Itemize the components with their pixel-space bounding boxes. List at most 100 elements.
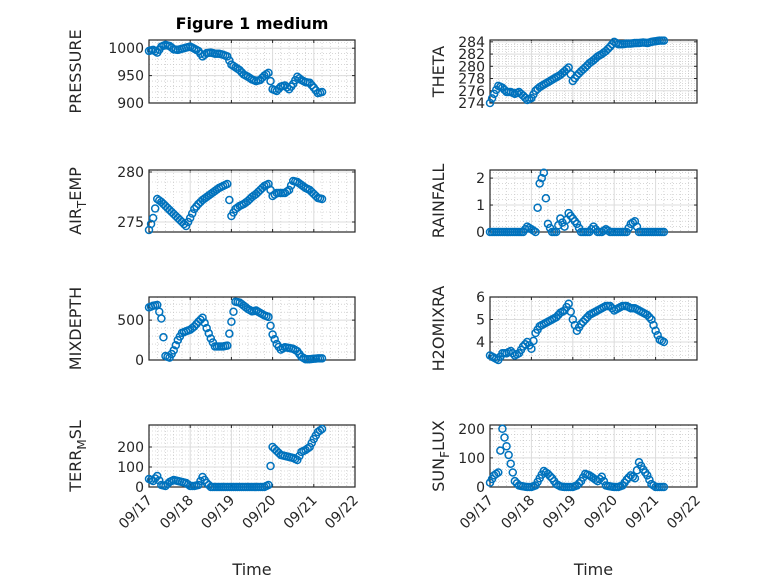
data-point xyxy=(179,219,189,229)
subplot-air-temp: 275 280 AIRTEMP xyxy=(66,165,356,235)
data-point xyxy=(506,346,515,356)
y-axis-label: PRESSURE xyxy=(66,29,85,113)
x-tick-label: 09/21 xyxy=(281,493,321,533)
data-point xyxy=(293,455,302,465)
data-point xyxy=(202,323,211,333)
data-point xyxy=(264,480,273,490)
y-label-text: EMP xyxy=(66,167,85,201)
axes-box xyxy=(489,296,698,361)
y-tick-label: 1000 xyxy=(108,41,144,57)
y-tick-label: 2 xyxy=(476,171,485,187)
axes-box xyxy=(489,39,698,104)
data-point xyxy=(491,469,501,479)
data-point xyxy=(188,209,197,218)
data-point xyxy=(605,42,615,51)
data-point xyxy=(190,322,199,331)
y-tick-label: 100 xyxy=(117,460,144,476)
data-point xyxy=(303,444,312,453)
data-point xyxy=(270,335,279,344)
y-axis-label: TERRMSL xyxy=(66,420,89,493)
data-point xyxy=(574,479,584,488)
data-point xyxy=(148,213,158,223)
subplot-terr-msl: 09/17 09/18 09/19 09/20 09/21 09/22 0 100 200 TER… xyxy=(66,420,362,579)
data-point xyxy=(268,330,277,339)
data-point xyxy=(307,438,316,448)
y-label-text: PRESSURE xyxy=(66,29,85,113)
y-label-subscript: T xyxy=(75,200,89,209)
figure-title: Figure 1 medium xyxy=(176,14,329,33)
data-point xyxy=(183,217,193,227)
data-point xyxy=(508,468,518,477)
data-point xyxy=(607,40,617,49)
data-point xyxy=(628,472,638,482)
data-point xyxy=(315,426,325,435)
data-point xyxy=(653,331,662,340)
plot-area xyxy=(490,170,697,232)
subplot-h2omixra: 4 5 6 H2OMIXRA xyxy=(429,286,698,372)
y-label-text: RAINFALL xyxy=(429,164,448,239)
y-axis-label: RAINFALL xyxy=(429,164,448,239)
data-point xyxy=(537,173,546,183)
data-point xyxy=(225,329,234,338)
y-tick-label: 282 xyxy=(458,47,485,63)
data-point xyxy=(487,94,497,103)
data-point xyxy=(578,317,588,326)
axes-box xyxy=(148,296,356,361)
data-point xyxy=(531,227,540,237)
data-point xyxy=(496,446,505,455)
data-point xyxy=(595,474,604,484)
data-point xyxy=(225,56,234,65)
x-tick-label: 09/20 xyxy=(240,493,280,533)
data-point xyxy=(171,340,181,350)
y-tick-label: 284 xyxy=(458,35,485,51)
y-tick-label: 1 xyxy=(476,198,485,214)
axes-box xyxy=(148,39,356,104)
y-label-text: H2OMIXRA xyxy=(429,286,448,372)
data-point xyxy=(580,315,590,324)
y-tick-label: 0 xyxy=(476,225,485,241)
data-point xyxy=(504,450,513,460)
data-point xyxy=(572,219,582,229)
y-tick-label: 6 xyxy=(476,290,485,306)
y-label-text: SUN xyxy=(429,458,448,492)
data-point xyxy=(223,52,232,61)
y-label-text: MIXDEPTH xyxy=(66,287,85,370)
y-axis-label: H2OMIXRA xyxy=(429,286,448,372)
subplot-sun-flux: 09/17 09/18 09/19 09/20 09/21 09/22 0 100 200 SUN… xyxy=(429,420,704,579)
data-point xyxy=(562,65,571,74)
data-point xyxy=(194,480,203,490)
y-tick-label: 0 xyxy=(135,480,144,496)
data-point xyxy=(543,219,553,229)
y-tick-label: 900 xyxy=(117,96,144,112)
data-point xyxy=(576,319,586,329)
data-point xyxy=(500,433,509,442)
y-tick-label: 4 xyxy=(476,335,485,351)
data-point xyxy=(157,314,166,323)
data-point xyxy=(282,187,292,196)
axes-box xyxy=(489,424,698,488)
data-point xyxy=(502,441,511,451)
x-tick-label: 09/17 xyxy=(457,493,497,533)
data-point xyxy=(307,80,316,90)
data-point xyxy=(541,194,551,203)
y-tick-label: 274 xyxy=(458,96,485,112)
data-point xyxy=(485,98,495,108)
data-point xyxy=(622,227,631,237)
data-point xyxy=(659,337,669,347)
data-point xyxy=(266,461,275,471)
data-point xyxy=(227,317,236,326)
data-point xyxy=(264,68,273,78)
data-point xyxy=(305,78,314,87)
data-point xyxy=(624,223,633,233)
y-tick-label: 500 xyxy=(117,313,144,329)
data-point xyxy=(198,313,207,322)
data-point xyxy=(533,203,542,212)
data-point xyxy=(607,304,617,313)
subplot-pressure: 900 950 1000 PRESSURE xyxy=(66,29,356,114)
data-point xyxy=(603,44,613,54)
x-tick-label: 09/18 xyxy=(498,493,538,533)
data-point xyxy=(645,313,654,322)
data-point xyxy=(508,349,518,358)
y-tick-label: 100 xyxy=(458,451,485,467)
